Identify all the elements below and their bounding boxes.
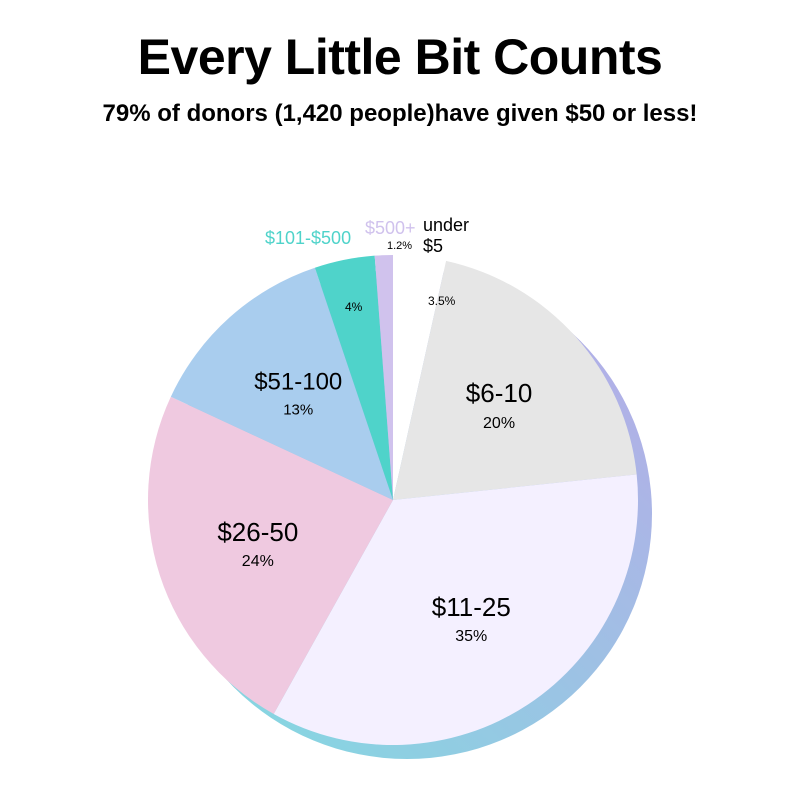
slice-ext-label: under $5 bbox=[423, 215, 483, 256]
slice-ext-pct: 3.5% bbox=[428, 294, 455, 308]
slice-ext-pct: 1.2% bbox=[387, 240, 412, 252]
slice-label-name: $26-50 bbox=[217, 517, 298, 548]
slice-ext-label: $101-$500 bbox=[265, 228, 351, 249]
slice-label-name: $51-100 bbox=[254, 369, 342, 398]
slice-label: $6-10 20% bbox=[466, 378, 533, 432]
slice-label: $11-25 35% bbox=[432, 591, 511, 645]
pie-labels-layer: under $53.5%$6-1020%$11-2535%$26-5024%$5… bbox=[118, 225, 682, 789]
slice-label-pct: 35% bbox=[432, 627, 511, 646]
slice-ext-label: $500+ bbox=[365, 218, 416, 239]
slice-label-pct: 20% bbox=[466, 413, 533, 432]
slice-label-name: $11-25 bbox=[432, 591, 511, 622]
slice-label-name: $6-10 bbox=[466, 378, 533, 409]
slice-label: $51-100 13% bbox=[254, 369, 342, 420]
slice-ext-pct: 4% bbox=[345, 300, 362, 314]
pie-chart: under $53.5%$6-1020%$11-2535%$26-5024%$5… bbox=[118, 225, 682, 789]
slice-label: $26-50 24% bbox=[217, 517, 298, 571]
page-title: Every Little Bit Counts bbox=[0, 0, 800, 86]
slice-label-pct: 24% bbox=[217, 552, 298, 571]
page-subtitle: 79% of donors (1,420 people)have given $… bbox=[0, 100, 800, 128]
slice-label-pct: 13% bbox=[254, 402, 342, 420]
